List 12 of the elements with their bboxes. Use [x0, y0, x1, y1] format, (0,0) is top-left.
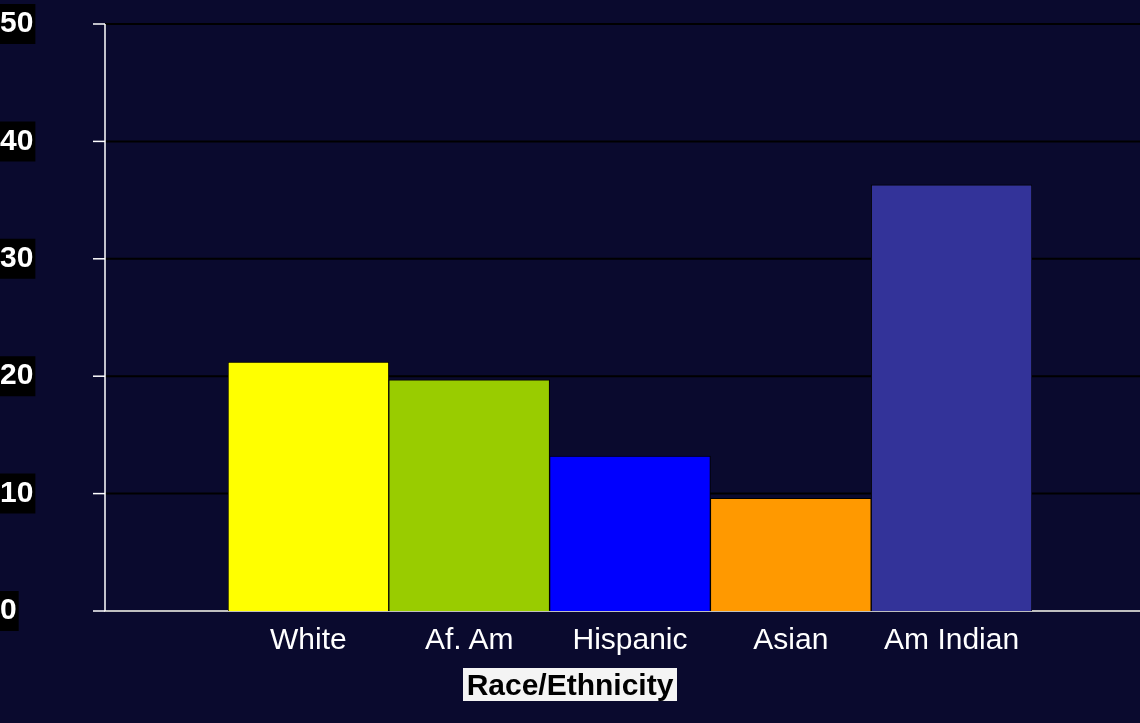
x-axis-title: Race/Ethnicity	[462, 668, 678, 701]
y-tick-label: 50	[0, 5, 34, 39]
y-tick-label: 10	[0, 474, 34, 508]
y-tick-label: 0	[0, 592, 17, 626]
x-tick-label: Asian	[753, 622, 829, 656]
x-tick-label: White	[270, 622, 347, 656]
x-tick-label: Af. Am	[425, 622, 514, 656]
y-tick-label: 30	[0, 240, 34, 274]
x-tick-label: Hispanic	[572, 622, 688, 656]
y-tick-label: 20	[0, 357, 34, 391]
y-tick-label: 40	[0, 122, 34, 156]
x-tick-label: Am Indian	[884, 622, 1020, 656]
